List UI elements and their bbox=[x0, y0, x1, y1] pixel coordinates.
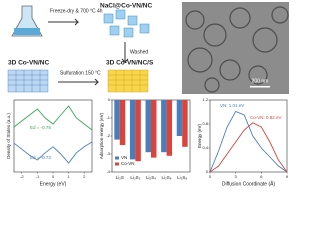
legend-swatch bbox=[115, 162, 119, 166]
x-axis-label: Energy (eV) bbox=[40, 181, 67, 187]
figure: Freeze-dry & 700 °C 4h NaCl@Co-VN/NC Was… bbox=[6, 2, 289, 187]
y-tick-label: -3 bbox=[106, 151, 110, 156]
x-tick-label: -1 bbox=[36, 174, 40, 179]
x-tick-label: -2 bbox=[20, 174, 24, 179]
x-tick-label: Li₂S₈ bbox=[177, 175, 187, 180]
bar bbox=[114, 100, 120, 140]
scale-bar bbox=[250, 86, 270, 88]
framework-s bbox=[107, 69, 149, 93]
bar bbox=[161, 100, 167, 153]
bar bbox=[166, 100, 173, 156]
x-tick-label: Li₂S₂ bbox=[130, 175, 140, 180]
y-tick-label: -4 bbox=[106, 169, 110, 174]
x-tick-label: 1 bbox=[67, 174, 70, 179]
x-tick-label: Li₂S₄ bbox=[146, 175, 156, 180]
step-label: Washed bbox=[130, 49, 148, 55]
step-label: Sulfuration 150 °C bbox=[60, 70, 101, 76]
product-label: 3D Co-VN/NC/S bbox=[106, 60, 154, 67]
x-tick-label: 2 bbox=[83, 174, 86, 179]
y-tick-label: -2 bbox=[106, 133, 110, 138]
page: Freeze-dry & 700 °C 4h NaCl@Co-VN/NC Was… bbox=[6, 2, 289, 188]
legend-label: VN bbox=[121, 155, 127, 160]
x-tick-label: Li₂S bbox=[116, 175, 124, 180]
scale-bar-label: 200 nm bbox=[252, 78, 269, 84]
x-tick-label: 6 bbox=[260, 174, 263, 179]
arrow bbox=[58, 78, 100, 86]
scheme: Freeze-dry & 700 °C 4h NaCl@Co-VN/NC Was… bbox=[7, 3, 154, 93]
y-tick-label: 1.2 bbox=[202, 97, 208, 102]
line bbox=[209, 110, 288, 173]
annotation: Ed = -0.75 bbox=[30, 125, 51, 130]
framework bbox=[7, 69, 49, 93]
line bbox=[13, 105, 93, 131]
y-tick-label: 0.4 bbox=[202, 145, 208, 150]
product-label: NaCl@Co-VN/NC bbox=[100, 3, 153, 10]
tem-image: 200 nm bbox=[182, 2, 289, 94]
y-tick-label: 0 bbox=[108, 97, 111, 102]
bar bbox=[176, 100, 183, 136]
annotation: VN: 1.01 eV bbox=[220, 103, 244, 108]
legend-swatch bbox=[115, 156, 119, 160]
x-tick-label: 9 bbox=[286, 174, 289, 179]
solution bbox=[14, 28, 40, 35]
x-tick-label: Li₂S₆ bbox=[162, 175, 172, 180]
cubes bbox=[103, 9, 150, 38]
x-tick-label: 0 bbox=[209, 174, 212, 179]
y-tick-label: -1 bbox=[106, 115, 110, 120]
bar bbox=[119, 100, 126, 145]
tem-texture bbox=[185, 6, 289, 93]
plot-frame bbox=[13, 99, 93, 173]
annotation: Co-VN: 0.82 eV bbox=[250, 115, 282, 120]
bar bbox=[145, 100, 151, 153]
bar bbox=[151, 100, 157, 158]
arrow bbox=[121, 42, 129, 64]
arrow bbox=[48, 18, 80, 26]
product-label: 3D Co-VN/NC bbox=[8, 60, 49, 67]
y-tick-label: 0.8 bbox=[202, 121, 208, 126]
bar bbox=[182, 100, 188, 147]
line bbox=[209, 122, 288, 173]
step-label: Freeze-dry & 700 °C 4h bbox=[50, 8, 103, 14]
y-tick-label: 0 bbox=[206, 169, 209, 174]
x-tick-label: 0 bbox=[52, 174, 55, 179]
plot-frame bbox=[209, 99, 288, 173]
y-axis-label: Energy (eV) bbox=[197, 123, 202, 148]
line bbox=[13, 141, 93, 164]
bar bbox=[135, 100, 141, 162]
bar bbox=[129, 100, 136, 160]
x-tick-label: 3 bbox=[235, 174, 238, 179]
annotation: Ed = -0.73 bbox=[30, 155, 51, 160]
x-axis-label: Diffusion Coordinate (Å) bbox=[222, 180, 276, 187]
legend-label: Co-VN bbox=[121, 161, 135, 166]
y-axis-label: Adsorption energy (eV) bbox=[99, 112, 104, 159]
y-axis-label: Density of States (a.u.) bbox=[6, 113, 11, 159]
